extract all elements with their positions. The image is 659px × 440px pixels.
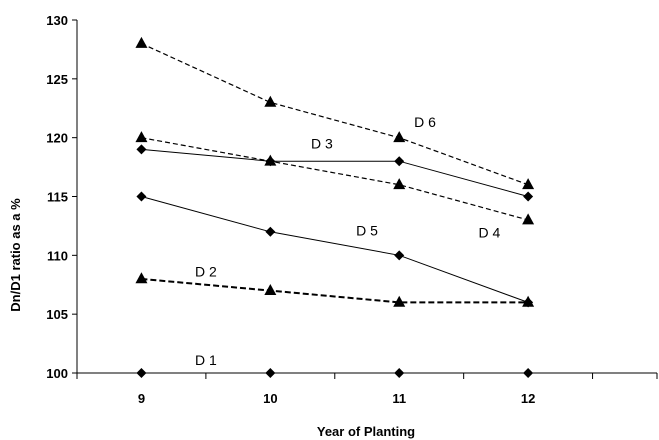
series-label-d4: D 4: [479, 225, 501, 241]
data-point-diamond: [265, 368, 276, 378]
data-point-triangle: [264, 284, 277, 296]
series-line-d6: [141, 42, 529, 186]
data-point-triangle: [522, 178, 535, 190]
series-labels: D 1 D 2 D 3 D 4 D 5 D 6: [195, 114, 501, 368]
data-point-diamond: [265, 226, 276, 237]
data-point-diamond: [523, 297, 534, 308]
y-tick-label: 105: [46, 307, 68, 322]
x-tick-label: 12: [521, 391, 535, 406]
data-point-diamond: [394, 156, 405, 167]
y-axis-title: Dn/D1 ratio as a %: [8, 198, 23, 312]
series-label-d3: D 3: [311, 135, 333, 151]
data-point-triangle: [135, 36, 148, 48]
series-lines: [141, 42, 529, 374]
data-point-triangle: [393, 131, 406, 143]
y-tick-label: 120: [46, 131, 68, 146]
data-point-triangle: [393, 178, 406, 190]
data-point-triangle: [135, 272, 148, 284]
x-axis-title: Year of Planting: [317, 424, 415, 439]
data-point-diamond: [136, 368, 147, 378]
data-point-triangle: [393, 295, 406, 307]
chart-axes: 100 105 110 115 120 125 130 9 10 11 12: [46, 13, 658, 406]
x-tick-label: 9: [138, 391, 145, 406]
series-markers: [135, 36, 535, 378]
series-label-d1: D 1: [195, 352, 217, 368]
y-tick-label: 130: [46, 13, 68, 28]
data-point-triangle: [135, 131, 148, 143]
series-label-d6: D 6: [414, 114, 436, 130]
y-tick-label: 100: [46, 366, 68, 381]
y-tick-label: 115: [47, 190, 68, 205]
y-tick-label: 110: [47, 248, 68, 263]
y-tick-label: 125: [46, 72, 68, 87]
series-line-d5: [141, 196, 529, 303]
data-point-diamond: [394, 250, 405, 261]
data-point-diamond: [394, 368, 405, 378]
data-point-diamond: [523, 368, 534, 378]
series-line-d2: [141, 277, 529, 304]
data-point-triangle: [522, 213, 535, 225]
data-point-diamond: [523, 191, 534, 202]
x-tick-label: 11: [392, 391, 406, 406]
data-point-diamond: [136, 191, 147, 202]
x-tick-label: 10: [263, 391, 277, 406]
data-point-diamond: [136, 144, 147, 155]
series-label-d2: D 2: [195, 264, 217, 280]
data-point-triangle: [264, 154, 277, 166]
series-label-d5: D 5: [356, 222, 378, 238]
series-line-d3: [141, 148, 529, 197]
series-line-d4: [141, 137, 529, 221]
data-point-triangle: [264, 95, 277, 107]
